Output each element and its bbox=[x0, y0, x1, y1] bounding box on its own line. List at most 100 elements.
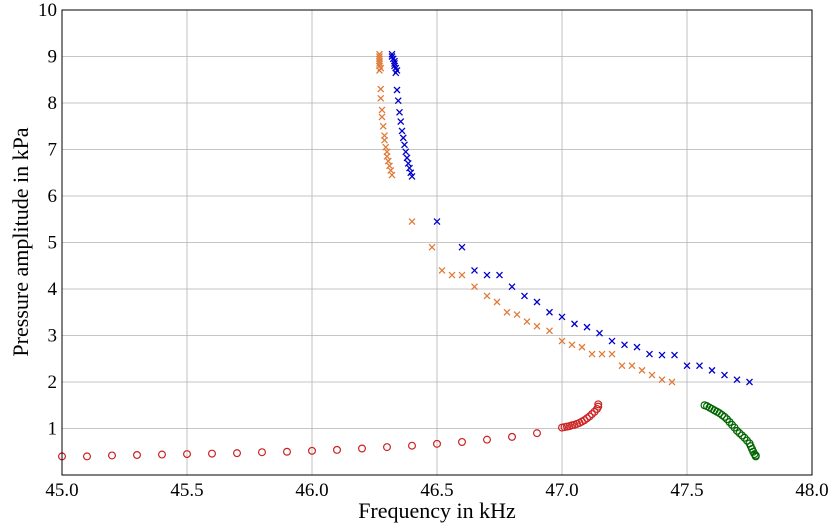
data-point-x bbox=[513, 311, 521, 319]
data-point-circle bbox=[408, 441, 417, 450]
data-point-circle bbox=[587, 410, 596, 419]
data-point-x bbox=[399, 134, 407, 142]
y-tick-label: 7 bbox=[48, 140, 58, 161]
data-point-x bbox=[393, 86, 401, 94]
data-point-circle bbox=[133, 451, 142, 460]
data-point-x bbox=[568, 341, 576, 349]
data-point-x bbox=[378, 106, 386, 114]
series-2 bbox=[57, 400, 603, 461]
data-point-x bbox=[668, 378, 676, 386]
data-point-circle bbox=[585, 412, 594, 421]
y-tick-label: 4 bbox=[48, 279, 58, 300]
y-tick-label: 9 bbox=[48, 47, 58, 68]
x-tick-label: 45.5 bbox=[170, 480, 203, 501]
data-point-x bbox=[394, 97, 402, 105]
data-point-x bbox=[376, 66, 383, 74]
grid-lines bbox=[61, 9, 813, 475]
data-point-x bbox=[388, 171, 396, 179]
series-1 bbox=[376, 50, 676, 386]
data-point-x bbox=[533, 298, 541, 306]
data-point-x bbox=[438, 266, 446, 274]
series-3 bbox=[700, 401, 760, 461]
data-point-circle bbox=[594, 400, 603, 409]
data-point-x bbox=[521, 292, 528, 300]
data-point-circle bbox=[107, 451, 116, 460]
data-point-circle bbox=[458, 437, 467, 446]
y-axis-label: Pressure amplitude in kPa bbox=[8, 127, 33, 356]
data-point-circle bbox=[732, 426, 741, 435]
data-point-x bbox=[448, 271, 456, 279]
data-point-circle bbox=[233, 449, 242, 458]
data-point-x bbox=[379, 122, 387, 130]
y-tick-label: 10 bbox=[38, 0, 57, 21]
data-point-circle bbox=[283, 447, 292, 456]
data-point-circle bbox=[183, 450, 192, 459]
data-point-circle bbox=[737, 431, 746, 440]
y-tick-label: 6 bbox=[48, 186, 58, 207]
data-point-circle bbox=[258, 448, 267, 457]
data-point-circle bbox=[333, 445, 342, 454]
data-point-x bbox=[493, 298, 501, 306]
data-point-x bbox=[408, 218, 416, 226]
data-point-x bbox=[471, 266, 478, 274]
data-point-circle bbox=[158, 450, 167, 459]
data-point-circle bbox=[358, 444, 367, 453]
y-tick-label: 2 bbox=[48, 372, 58, 393]
data-point-x bbox=[398, 127, 406, 135]
data-point-x bbox=[392, 69, 400, 77]
data-point-circle bbox=[208, 449, 217, 458]
data-point-x bbox=[658, 351, 666, 359]
y-tick-label: 8 bbox=[48, 93, 58, 114]
data-point-x bbox=[508, 283, 516, 291]
data-point-x bbox=[583, 323, 591, 331]
x-tick-label: 46.0 bbox=[295, 480, 328, 501]
data-point-circle bbox=[532, 429, 541, 438]
data-point-x bbox=[523, 318, 531, 326]
data-point-x bbox=[458, 243, 466, 251]
data-point-x bbox=[708, 366, 716, 374]
data-point-x bbox=[381, 136, 388, 144]
x-axis-label: Frequency in kHz bbox=[358, 498, 516, 523]
data-point-x bbox=[483, 271, 491, 279]
data-point-x bbox=[721, 371, 728, 379]
x-tick-label: 47.5 bbox=[670, 480, 703, 501]
data-point-x bbox=[628, 362, 636, 370]
data-point-x bbox=[696, 362, 703, 370]
data-point-circle bbox=[82, 452, 91, 461]
data-point-x bbox=[433, 218, 441, 226]
y-tick-labels: 1 2 3 4 5 6 7 8 9 10 bbox=[38, 0, 58, 440]
data-point-x bbox=[378, 113, 386, 121]
data-point-x bbox=[408, 173, 416, 180]
data-point-x bbox=[428, 243, 436, 251]
data-point-x bbox=[496, 271, 503, 279]
data-point-circle bbox=[383, 443, 392, 452]
data-point-x bbox=[471, 283, 478, 291]
data-point-x bbox=[483, 292, 491, 300]
data-point-x bbox=[633, 343, 641, 351]
data-point-x bbox=[558, 313, 566, 321]
data-point-x bbox=[458, 271, 466, 279]
y-tick-label: 3 bbox=[48, 326, 58, 347]
data-point-x bbox=[546, 308, 553, 316]
data-point-x bbox=[648, 371, 656, 379]
data-point-x bbox=[377, 94, 385, 102]
data-point-x bbox=[646, 350, 653, 358]
data-point-x bbox=[397, 118, 405, 126]
data-point-x bbox=[407, 169, 415, 177]
x-tick-label: 47.0 bbox=[545, 480, 578, 501]
data-point-x bbox=[596, 329, 603, 337]
data-point-x bbox=[403, 154, 411, 162]
data-point-x bbox=[618, 362, 626, 370]
data-point-x bbox=[503, 308, 511, 316]
data-point-circle bbox=[483, 435, 492, 444]
data-point-x bbox=[638, 366, 646, 374]
data-point-x bbox=[533, 322, 541, 330]
data-point-circle bbox=[508, 432, 517, 441]
data-point-circle bbox=[735, 429, 744, 438]
data-point-x bbox=[578, 343, 586, 351]
plot-frame bbox=[61, 9, 813, 476]
data-point-x bbox=[608, 350, 616, 358]
data-point-x bbox=[401, 141, 408, 149]
data-point-x bbox=[658, 376, 666, 384]
